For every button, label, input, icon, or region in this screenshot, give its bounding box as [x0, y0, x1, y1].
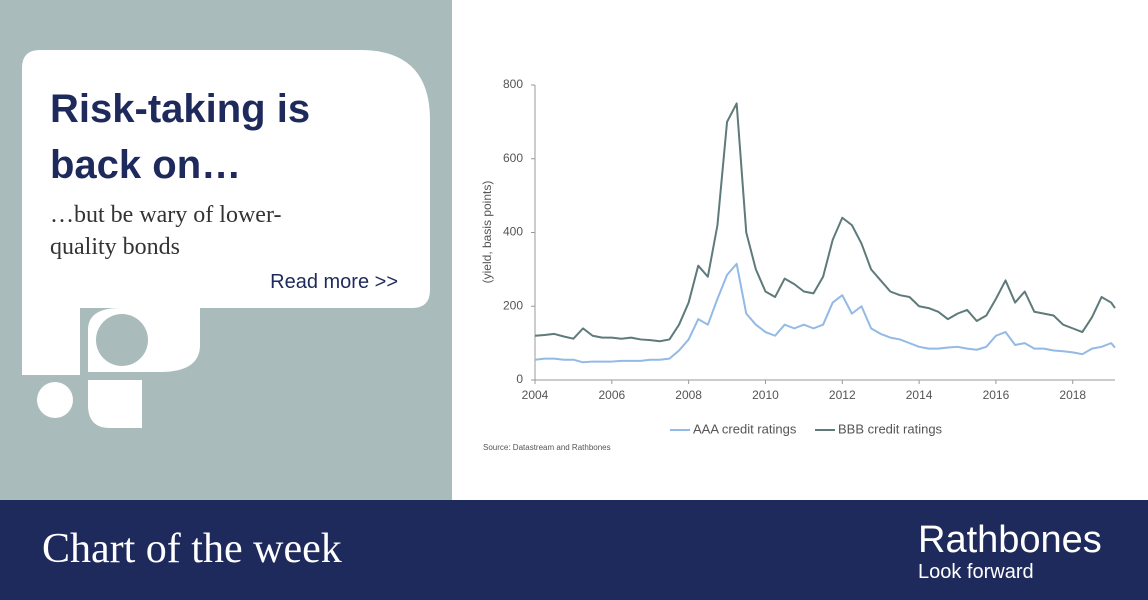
y-tick-label: 600	[503, 151, 523, 165]
read-more-link[interactable]: Read more >>	[270, 271, 398, 293]
shape	[37, 382, 73, 418]
x-tick-label: 2008	[675, 388, 702, 402]
subheadline: …but be wary of lower-	[50, 202, 281, 228]
subheadline: quality bonds	[50, 234, 180, 260]
legend-label: AAA credit ratings	[693, 421, 797, 436]
shape	[96, 314, 148, 366]
x-tick-label: 2012	[829, 388, 856, 402]
tagline: Look forward	[918, 561, 1034, 583]
x-tick-label: 2014	[906, 388, 933, 402]
legend-label: BBB credit ratings	[838, 421, 943, 436]
brand: Rathbones	[918, 519, 1102, 561]
y-axis-label: (yield, basis points)	[480, 181, 494, 284]
y-tick-label: 200	[503, 298, 523, 312]
x-tick-label: 2018	[1059, 388, 1086, 402]
x-tick-label: 2016	[983, 388, 1010, 402]
chart-panel	[452, 0, 1148, 500]
series-line	[534, 102, 1116, 343]
source: Source: Datastream and Rathbones	[483, 443, 611, 452]
x-tick-label: 2006	[598, 388, 625, 402]
y-tick-label: 0	[516, 372, 523, 386]
series-line	[534, 262, 1116, 364]
footer	[0, 500, 1148, 600]
x-tick-label: 2004	[522, 388, 549, 402]
y-tick-label: 800	[503, 77, 523, 91]
shape	[22, 308, 80, 375]
shape	[88, 380, 142, 428]
x-tick-label: 2010	[752, 388, 779, 402]
y-tick-label: 400	[503, 225, 523, 239]
text-card	[22, 50, 430, 308]
footer-title: Chart of the week	[42, 526, 342, 572]
headline: back on…	[50, 143, 241, 187]
headline: Risk-taking is	[50, 87, 310, 131]
chart: (yield, basis points) Source: Datastream…	[480, 77, 1116, 452]
